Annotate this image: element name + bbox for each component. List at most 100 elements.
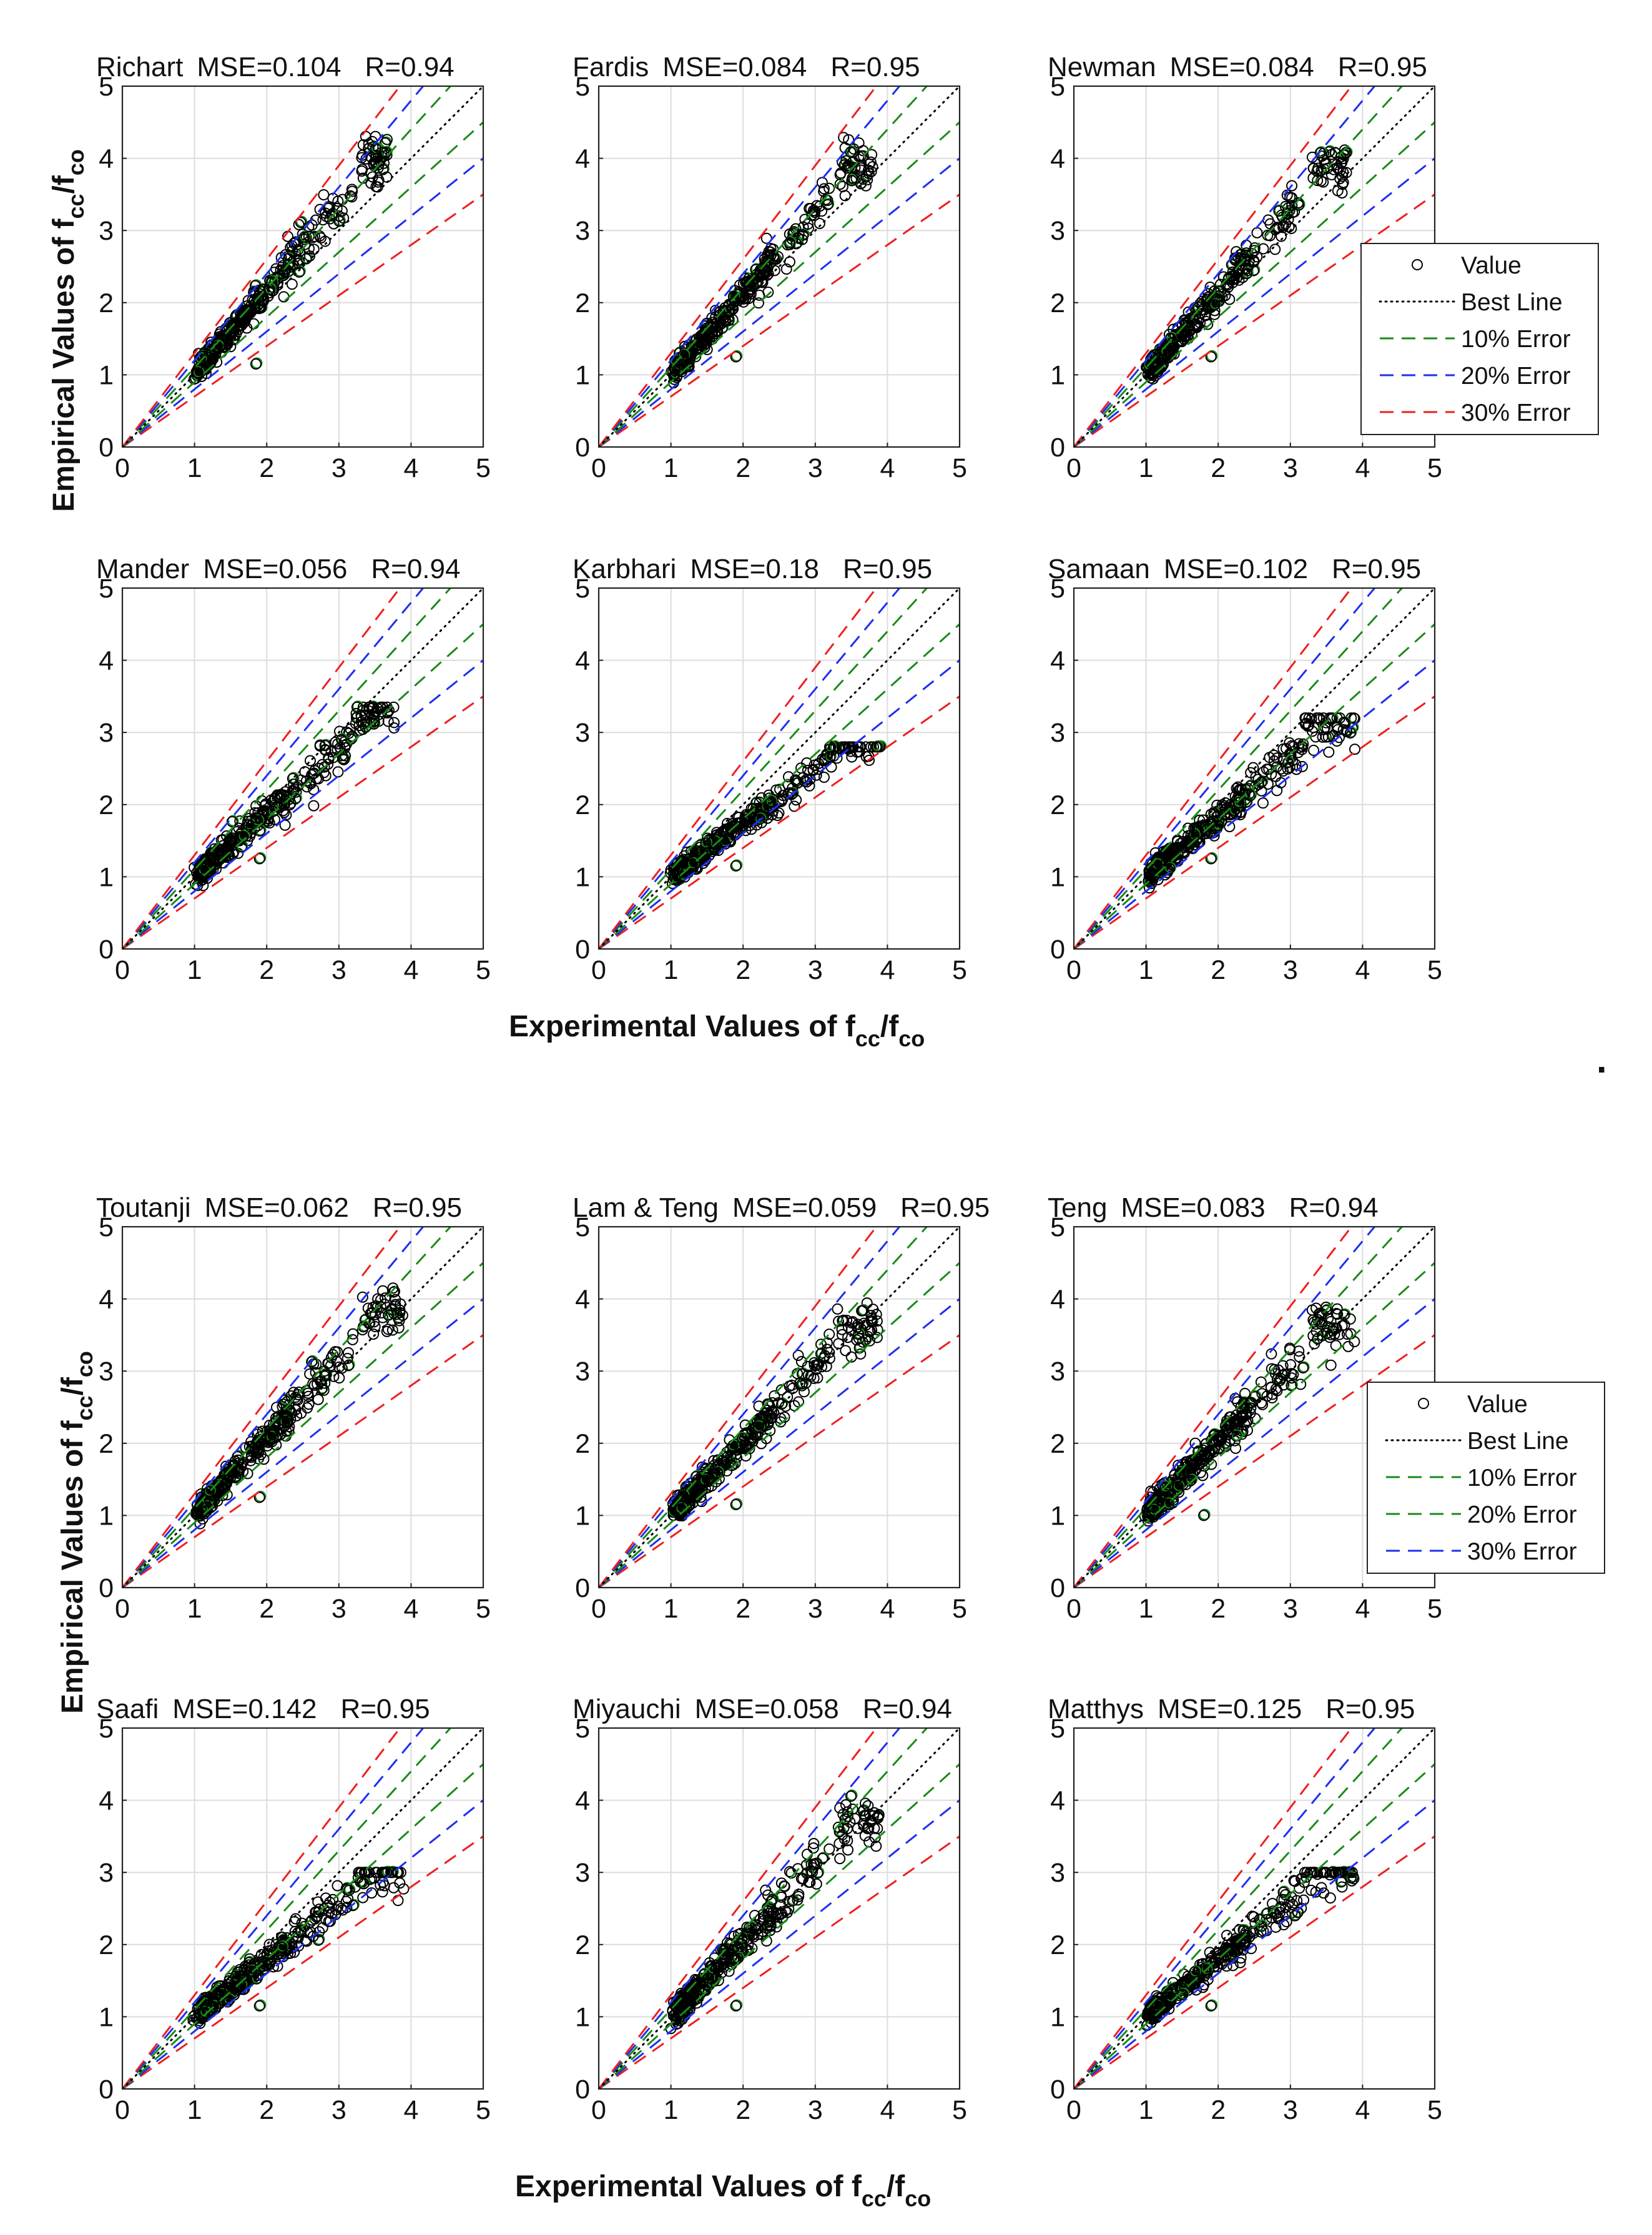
x-tick-label: 2 [1211,453,1226,483]
data-point [293,266,305,278]
x-tick-label: 3 [1283,453,1298,483]
data-point [277,268,288,280]
error30-upper-line [1074,1227,1353,1588]
data-point [724,836,736,848]
chart-model-name: Karbhari [573,554,676,584]
data-point [836,1324,848,1335]
x-tick-label: 0 [591,1594,606,1624]
data-point [356,1291,368,1303]
data-point [1215,285,1227,297]
data-point-highlight [204,1485,216,1496]
data-point [312,1393,324,1405]
data-point [318,1384,330,1396]
data-point [768,250,780,262]
data-point-highlight [255,852,267,864]
data-point-highlight [731,350,743,362]
data-point [205,336,217,348]
best-line [1074,588,1435,949]
data-point [736,1433,748,1445]
data-point [375,1879,386,1891]
legend-label: 30% Error [1467,1538,1577,1565]
data-point [745,823,757,835]
data-point [814,217,825,229]
data-point [818,185,830,197]
data-point [795,1356,807,1368]
plot-content [599,1227,960,1588]
data-point [1325,712,1337,724]
data-point-highlight [701,836,712,848]
data-point [857,1336,868,1348]
data-point-highlight [755,812,767,824]
data-point [863,754,875,766]
data-point [1178,333,1190,345]
data-point [361,716,373,728]
data-point [794,1377,806,1389]
data-point [266,276,278,288]
data-point [1185,1475,1197,1486]
error20-lower-line [599,659,960,949]
y-tick-label: 5 [575,1212,590,1242]
data-point [1287,1368,1299,1380]
data-point [1256,1388,1268,1400]
data-point [790,223,802,235]
data-point [322,1357,334,1369]
chart-mse: MSE=0.083 [1121,1192,1265,1223]
data-point [1236,260,1247,272]
data-point [1163,864,1174,876]
data-point [1213,1435,1225,1447]
legend-label: Value [1467,1391,1528,1418]
x-tick-label: 3 [1283,955,1298,985]
data-point [1317,731,1329,743]
data-point [836,1329,848,1340]
data-point [340,750,352,762]
data-points [664,740,887,890]
x-tick-label: 5 [476,453,491,483]
data-point [1182,830,1194,842]
error30-lower-line [1074,194,1435,447]
data-point [784,237,795,248]
data-point [375,701,386,713]
data-point [1143,882,1155,894]
data-point [727,291,739,303]
data-point-highlight [1206,852,1218,864]
y-tick-label: 1 [99,862,114,892]
x-tick-label: 2 [1211,1594,1226,1624]
data-point-highlight [348,1899,360,1910]
data-point [760,1433,772,1445]
chart-mse: MSE=0.059 [732,1192,877,1223]
data-point [1277,755,1289,767]
data-point-highlight [383,1308,395,1320]
data-point [1325,149,1337,160]
x-tick-label: 5 [952,1594,967,1624]
data-point [293,219,305,230]
data-point [1239,1387,1251,1399]
data-point [314,204,326,215]
axes-border [121,1727,484,2090]
data-point [672,865,684,877]
data-point [381,134,393,145]
y-tick-label: 1 [575,360,590,390]
data-point [335,1903,347,1915]
y-tick-label: 2 [99,790,114,820]
data-point [866,149,878,160]
data-point [739,813,751,825]
chart-r: R=0.94 [371,554,460,584]
error30-lower-line [122,1334,483,1588]
best-line [599,588,960,949]
data-point [1182,330,1194,341]
data-point [263,817,275,829]
error10-lower-line [1074,623,1435,949]
data-point [232,1981,243,1993]
data-point-highlight [1244,787,1256,799]
axes-border [597,85,961,448]
data-point [707,1468,719,1480]
data-point [381,707,393,719]
data-point [342,1347,354,1358]
data-point [1255,1376,1267,1388]
data-point [1249,1391,1261,1403]
data-point [691,852,703,863]
data-point [351,701,363,713]
data-point [845,1351,857,1363]
